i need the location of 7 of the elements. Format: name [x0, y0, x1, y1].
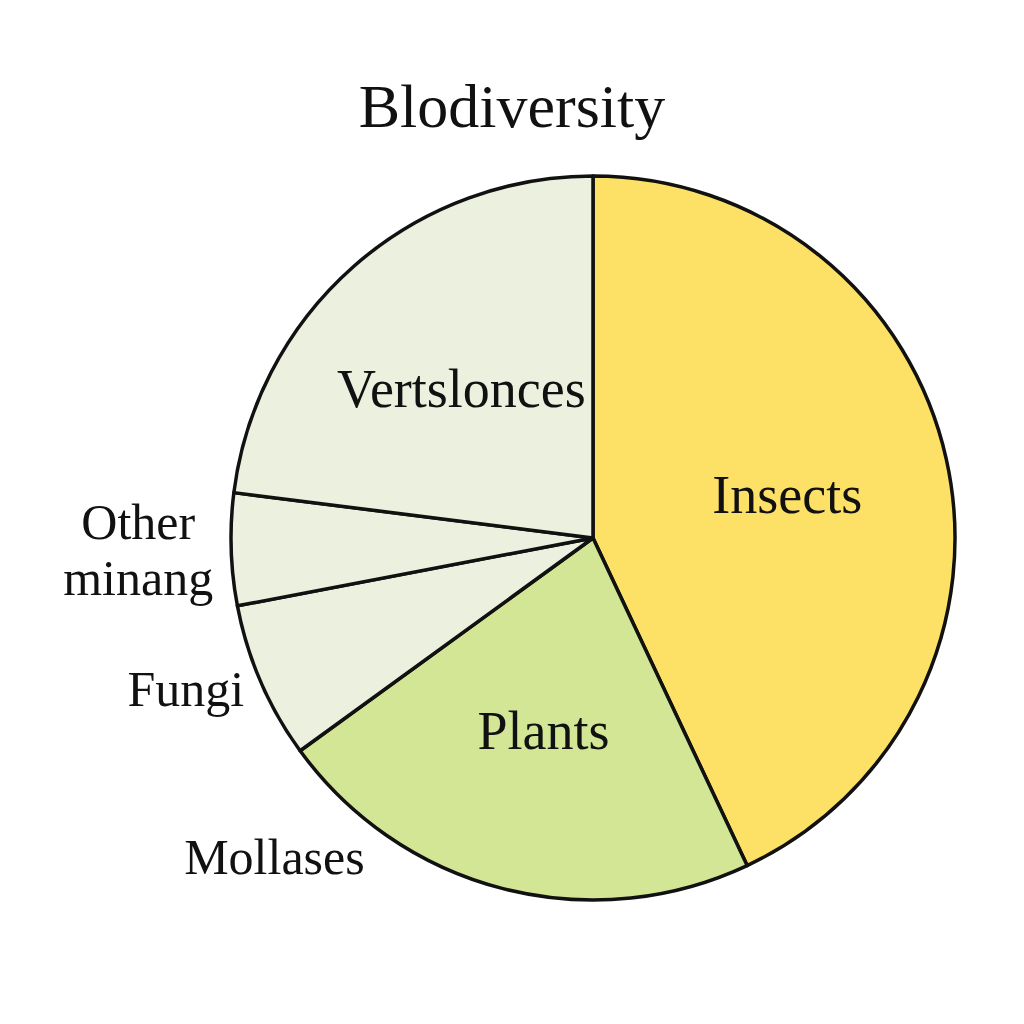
chart-title: Blodiversity — [358, 72, 666, 140]
slice-label: Other minang — [63, 493, 214, 606]
slice-label: Fungi — [127, 660, 245, 717]
slice-label: Insects — [712, 464, 863, 525]
slice-label: Plants — [477, 700, 610, 761]
slice-label: Vertslonces — [336, 358, 586, 419]
text: Mollases — [184, 828, 365, 885]
